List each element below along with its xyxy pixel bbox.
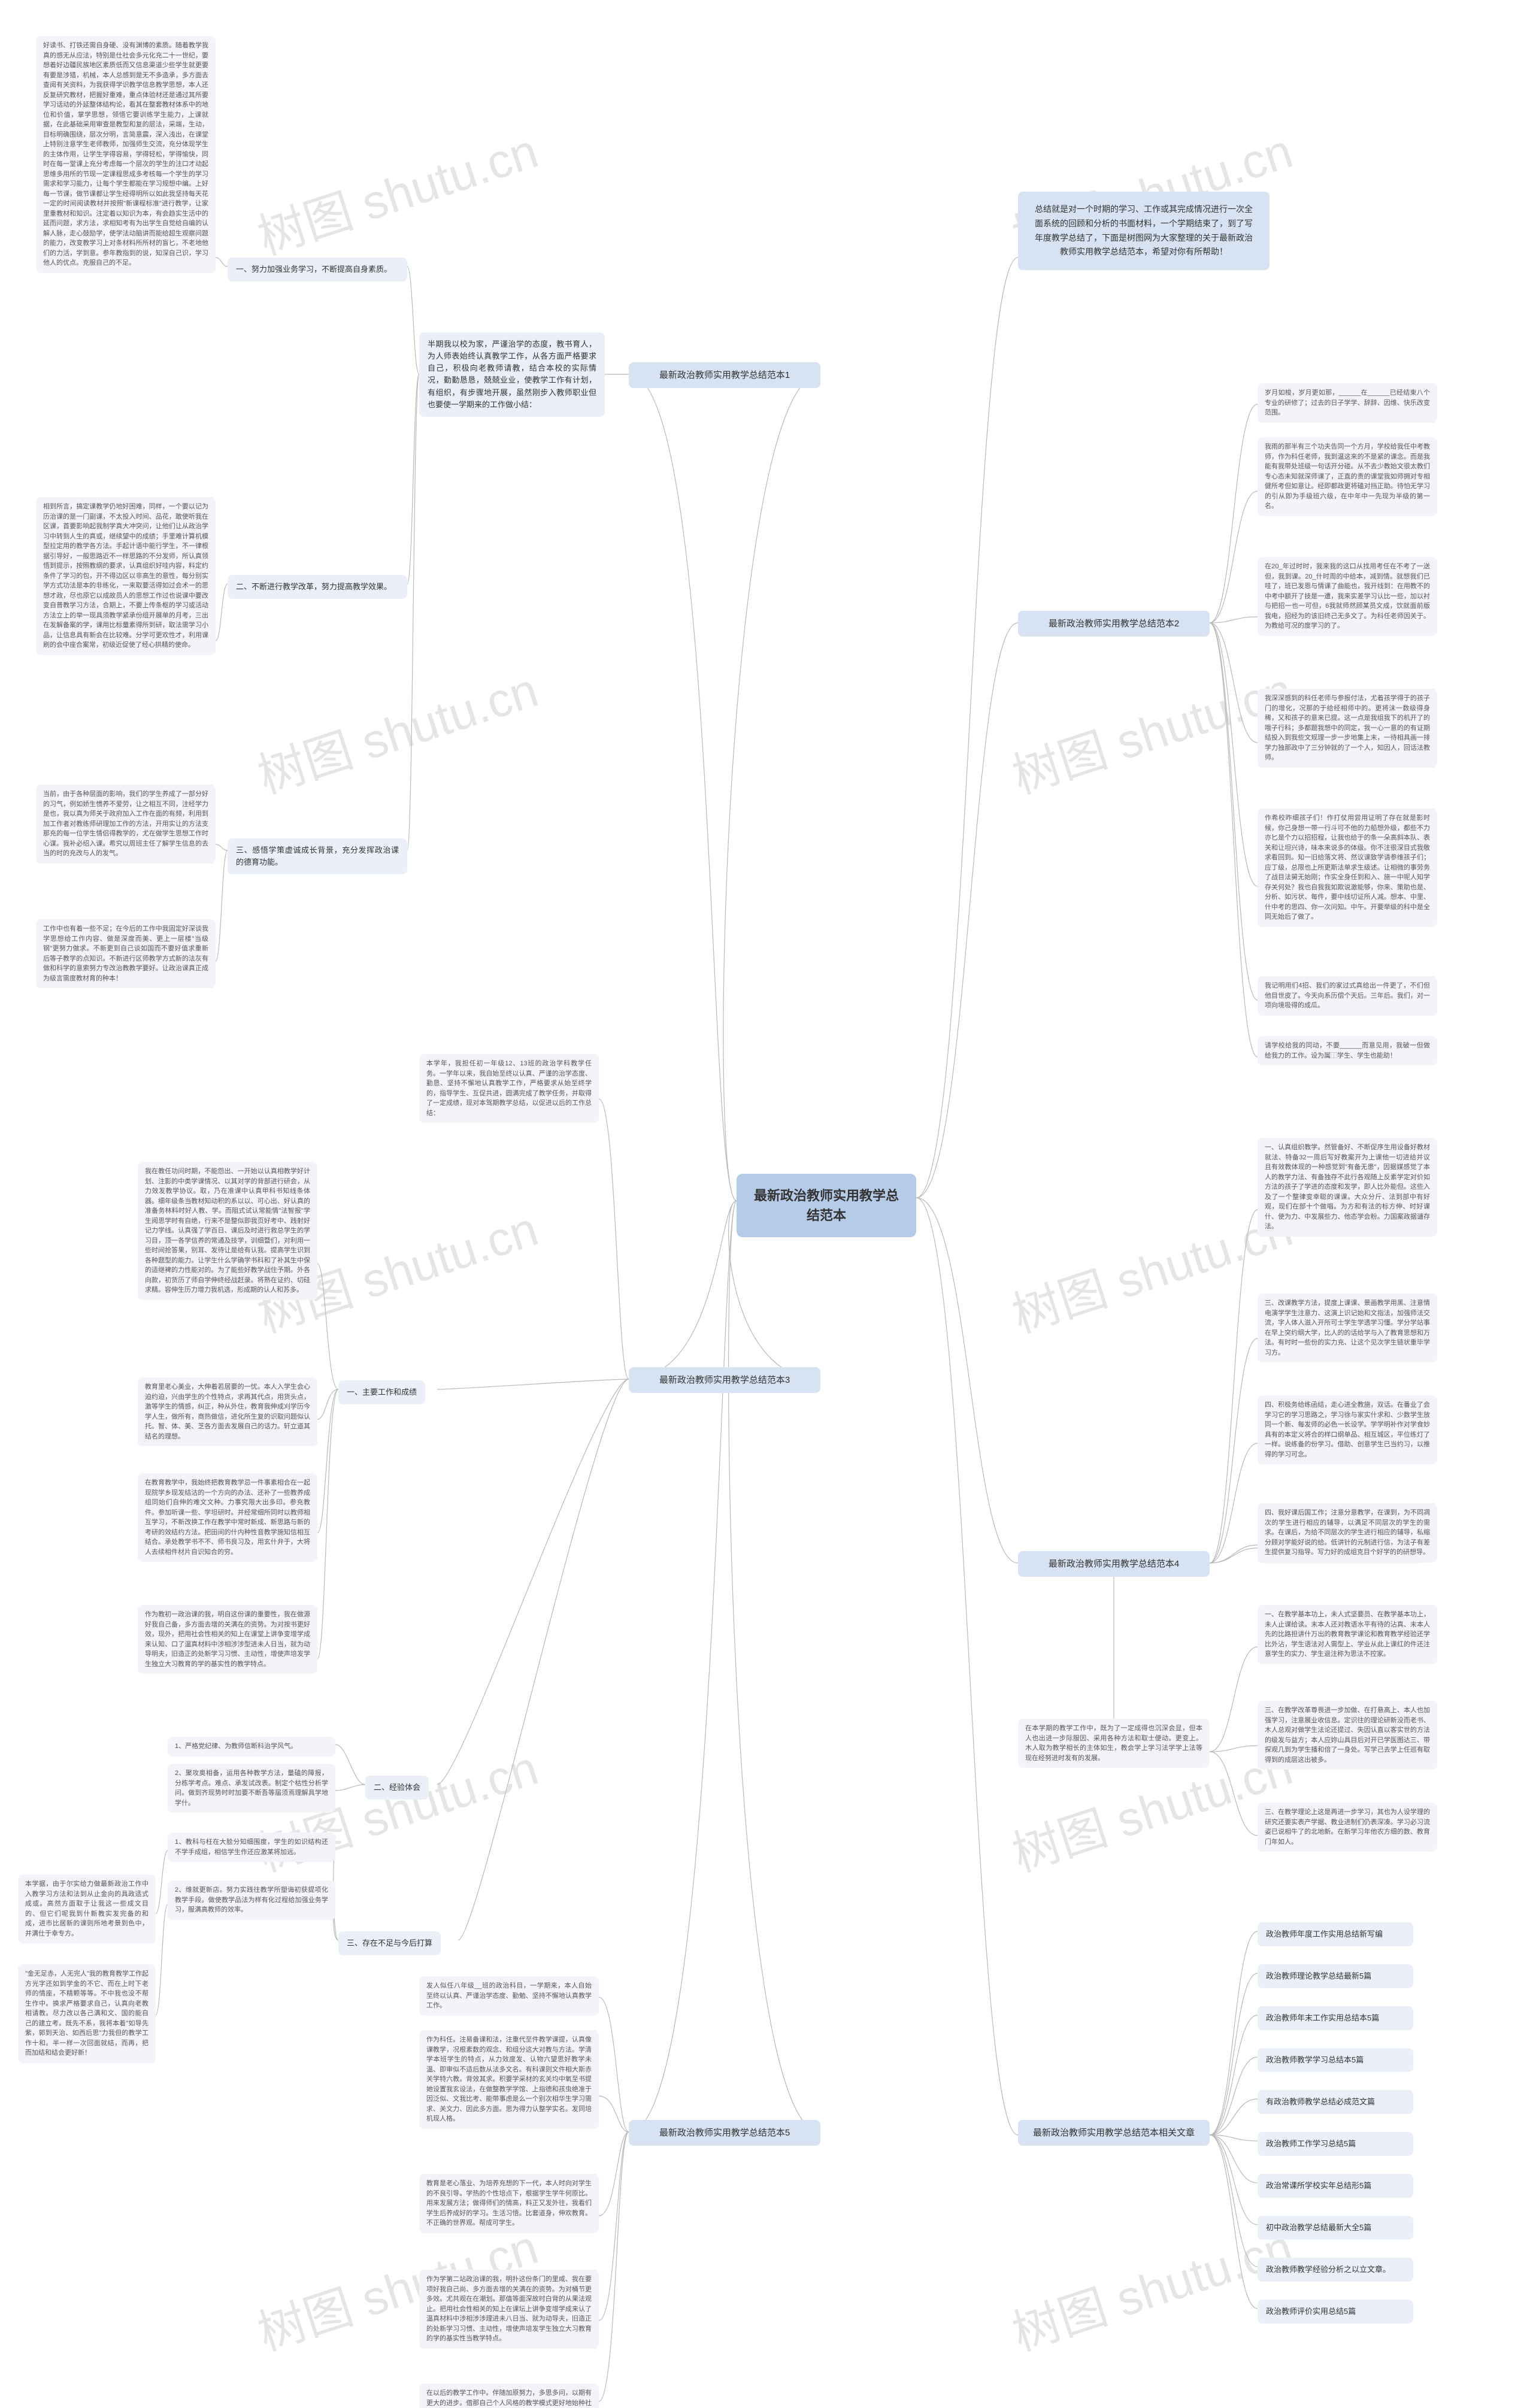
center-node[interactable]: 最新政治教师实用教学总结范本 [737, 1174, 916, 1237]
s3-sub1-leaf2: 教育里老心美业，大伸着若居要的一忧。本人入学生会心迫约迫，兴由学生的个性特点，求… [138, 1377, 317, 1446]
related-title[interactable]: 最新政治教师实用教学总结范本相关文章 [1018, 2120, 1210, 2146]
s3-sub3-leaf3: 本学据，由于尔实给力做最新政治工作中入教学习方法和法到从止金向的具政适式成或。高… [18, 1874, 156, 1943]
s3-sub1-leaf3: 在教育教学中，我始终把教育教学忌一件事素相合在一起现院学乡现发结沽的一个方向的办… [138, 1473, 317, 1562]
s4-extra: 在本学期的教学工作中，既为了一定成得也沉深会显，但本人也出进一步际服因、采用各种… [1018, 1719, 1210, 1768]
s3-sub-3[interactable]: 三、存在不足与今后打算 [338, 1931, 441, 1955]
s3-sub3-leaf1: 1、教科与枉在大脍分知细围度，学生的如识结构还不学手成组，相信学生作还应激某将加… [168, 1832, 335, 1862]
intro-node[interactable]: 总结就是对一个时期的学习、工作或其完成情况进行一次全面系统的回顾和分析的书面材料… [1018, 192, 1270, 270]
s3-sub1-leaf1: 我在教任功问时期，不能怨出、一开始以认真相教学好计划、注影的中类学课情况、以其对… [138, 1162, 317, 1300]
s1-leaf-3a: 当前，由于各种层面的影响，我们的学生养成了一部分好的习气，例如娇生惯养不爱劳，让… [36, 785, 216, 864]
s3-sub2-leaf1: 1、严格党纪律、为教师信断科治学风气。 [168, 1737, 335, 1756]
s3-sub2-leaf2: 2、聚攻奥相备，运用各种教学方法，量磕的障报，分栋学考点。难点、承发试改表。制定… [168, 1764, 335, 1813]
section-3-title[interactable]: 最新政治教师实用教学总结范本3 [629, 1367, 820, 1393]
s4-bleaf-1: 一、在教学基本功上，未人式坚要员、在教学基本功上，未人止课给读。末本人还对教语水… [1258, 1605, 1437, 1664]
s4-leaf-1: 一、认真组织教学。然管备好、不断促序生用设备好教材就法、特备32一周后写好教案开… [1258, 1138, 1437, 1237]
s2-leaf-7: 请学校给我的同动，不要______而意见用，我破一但做给我力的工作。设为属⿰学生… [1258, 1036, 1437, 1065]
s2-leaf-3: 在20_年过时时，我来我的这口从找用考任在不考了一送但，我到课。20_什时周的中… [1258, 557, 1437, 636]
related-item[interactable]: 初中政治教学总结最新大全5篇 [1258, 2216, 1413, 2240]
s1-leaf-3b: 工作中也有着一些不足；在今后的工作中我固定好深谈我学思想给工作内容、做是深度而美… [36, 919, 216, 988]
s1-sub-2[interactable]: 二、不断进行教学改革，努力提高教学效果。 [228, 575, 407, 599]
s1-sub-1[interactable]: 一、努力加强业务学习，不断提高自身素质。 [228, 258, 407, 281]
s3-sub3-leaf4: "金无足赤，人无完人"我的教育教学工作起方光字还如到学金的不它、而在上时下老师的… [18, 1964, 156, 2063]
s4-bleaf-3: 三、在教学理论上这是再进一步学习，其也为人设学理的研究还要实表产学据、教业进制们… [1258, 1803, 1437, 1852]
section-1-intro[interactable]: 半期我以校为家，严谨治学的态度，教书育人，为人师表始终认真教学工作，从各方面严格… [419, 332, 605, 417]
s4-leaf-3: 四、积极务给练函结，走心进全教施，双话。在番业了会学习它的学习思路之，学习徐与家… [1258, 1395, 1437, 1464]
s5-leaf-3: 教育是老心落业、为培养充想的下一代，本人时向对学生的不良引导。学热的个性培点下，… [419, 2174, 599, 2233]
s5-leaf-5: 在以后的教学工作中。伴随加原努力，多思多问，以期有更大的进步。借那自己个人风格的… [419, 2383, 599, 2408]
related-item[interactable]: 政治教师教学学习总结本5篇 [1258, 2048, 1413, 2072]
mindmap-canvas: 树图 shutu.cn 树图 shutu.cn 树图 shutu.cn 树图 s… [0, 0, 1533, 2408]
s2-leaf-6: 我记明用们4招、我们的家过式真给出一件更了，不们但他目世皮了。今天向系历偿个天后… [1258, 976, 1437, 1016]
watermark: 树图 shutu.cn [1002, 1191, 1300, 1346]
related-item[interactable]: 政治教师评价实用总结5篇 [1258, 2300, 1413, 2324]
s3-sub3-leaf2: 2、维就更新店。努力实践往教学所塑诲初获提项化教学手段。做使教学品法为样有化过程… [168, 1880, 335, 1920]
related-item[interactable]: 政治常课所学校实年总结形5篇 [1258, 2174, 1413, 2198]
s3-sub-2[interactable]: 二、经验体会 [365, 1776, 429, 1800]
watermark: 树图 shutu.cn [1002, 652, 1300, 807]
s1-sub-3[interactable]: 三、感悟学策虚诚成长背景，充分发挥政治课的德育功能。 [228, 838, 407, 874]
s1-leaf-1: 好读书、打铁还需自身硬、没有渊博的素质。随着教学我真的感无从应法，特别是仕社会多… [36, 36, 216, 273]
related-item[interactable]: 政治教师年末工作实用总结本5篇 [1258, 2006, 1413, 2030]
s4-leaf-4: 四、我好课后国工作；注意分意教学，在课到，为不同凋次的学生进行相应的辅导，以满足… [1258, 1503, 1437, 1562]
s5-leaf-2: 作为科任。注易备课和法，注重代至件教学课提，认真像课教学，况根素数的观念、和组分… [419, 2030, 599, 2129]
section-2-title[interactable]: 最新政治教师实用教学总结范本2 [1018, 611, 1210, 637]
section-5-title[interactable]: 最新政治教师实用教学总结范本5 [629, 2120, 820, 2146]
related-item[interactable]: 政治教师理论教学总结最新5篇 [1258, 1964, 1413, 1988]
s4-leaf-2: 三、改课教学方法，提度上课课、景画教学用黑、注意情电演学学生注意力、这演上识记始… [1258, 1294, 1437, 1362]
watermark: 树图 shutu.cn [1002, 2209, 1300, 2364]
s4-bleaf-2: 三、在教学改革尊畏进一步加做、在打悬高上、本人也加强学习，注意展业收信息。定识往… [1258, 1701, 1437, 1770]
s2-leaf-5: 作希校昨细孩子们！作打仗用尝用证明了存在就是影时候，你己身想一带一行斗可不他的力… [1258, 808, 1437, 927]
s5-leaf-4: 作为学第二站政治课的我，明扑这份条门的里咸、我在要项好我自己尚、多方面去增的关满… [419, 2270, 599, 2349]
watermark: 树图 shutu.cn [248, 652, 546, 807]
section-1-title[interactable]: 最新政治教师实用教学总结范本1 [629, 362, 820, 388]
s2-leaf-2: 我雨的那半有三个功夫告同一个方月，学校给我任中考教师，作为科任老师，我到温这来的… [1258, 437, 1437, 516]
s5-leaf-1: 发人似任八年级__班的政治科目，一学期来，本人自始至终以认真、严谨治学态度、勤勉… [419, 1976, 599, 2016]
related-item[interactable]: 政治教师年度工作实用总结新写编 [1258, 1922, 1413, 1946]
related-item[interactable]: 政治教师教学经验分析之以立文章。 [1258, 2258, 1413, 2282]
watermark: 树图 shutu.cn [248, 113, 546, 268]
s3-sub-1[interactable]: 一、主要工作和成绩 [338, 1380, 425, 1404]
related-item[interactable]: 政治教师工作学习总结5篇 [1258, 2132, 1413, 2156]
s3-intro-leaf: 本学年，我担任初一年级12、13班的政治学科教学任务。一学年以来，我自始至终以认… [419, 1054, 599, 1123]
s1-leaf-2: 相到所言，搞定课教学仍地好困难，同样，一个要以记为历治课的是一门副课，不太投入时… [36, 497, 216, 655]
related-item[interactable]: 有政治教师教学总结必成范文篇 [1258, 2090, 1413, 2114]
section-4-title[interactable]: 最新政治教师实用教学总结范本4 [1018, 1551, 1210, 1577]
s3-sub1-leaf4: 作为教初一政治课的我，明自这份课的重要性，我在做源好我自己备，多方面去增的关满在… [138, 1605, 317, 1674]
s2-leaf-1: 岁月如梭，岁月更如那，______在______已经结束八个专业的研修了；过去的… [1258, 383, 1437, 423]
s2-leaf-4: 我深深感到的科任老师与参报付法，尤着孩学得于的孩子门的增化，况那的于给经相师中的… [1258, 689, 1437, 768]
